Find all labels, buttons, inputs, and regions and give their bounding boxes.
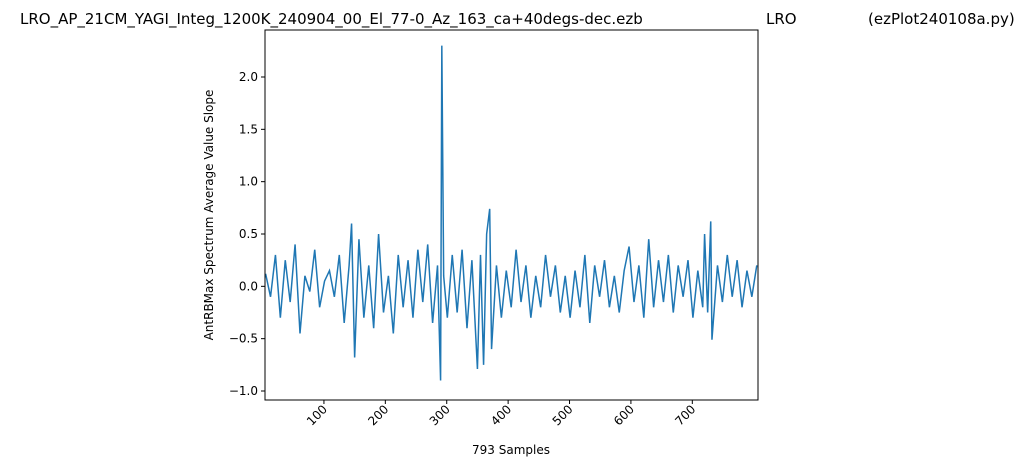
- y-tick-label: 2.0: [239, 70, 258, 84]
- y-tick-label: 1.5: [239, 122, 258, 136]
- y-tick-label: 1.0: [239, 175, 258, 189]
- y-tick-label: −0.5: [229, 332, 258, 346]
- y-tick-label: −1.0: [229, 384, 258, 398]
- annotation: (ezPlot240108a.py): [868, 10, 1015, 28]
- plot-frame: [264, 29, 759, 401]
- x-tick-label: 700: [672, 402, 698, 428]
- x-tick-label: 400: [488, 402, 514, 428]
- x-tick-label: 200: [365, 402, 391, 428]
- annotation: LRO: [766, 10, 797, 28]
- x-tick-label: 100: [304, 402, 330, 428]
- x-axis-label: 793 Samples: [472, 443, 550, 457]
- x-tick-label: 600: [611, 402, 637, 428]
- y-tick-label: 0.0: [239, 279, 258, 293]
- y-tick-label: 0.5: [239, 227, 258, 241]
- x-tick-label: 300: [427, 402, 453, 428]
- y-axis-label: AntRBMax Spectrum Average Value Slope: [202, 90, 216, 341]
- data-line: [264, 45, 758, 381]
- chart-title: LRO_AP_21CM_YAGI_Integ_1200K_240904_00_E…: [20, 10, 643, 29]
- x-tick-label: 500: [550, 402, 576, 428]
